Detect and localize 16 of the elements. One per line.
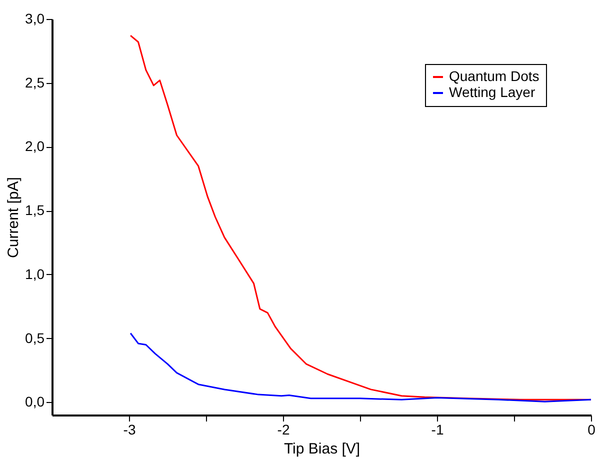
- x-axis-title: Tip Bias [V]: [284, 440, 360, 458]
- x-tick-label: -2: [277, 422, 290, 438]
- legend-label: Wetting Layer: [449, 84, 536, 100]
- y-tick-label: 0,5: [25, 330, 45, 346]
- x-tick-label: -1: [431, 422, 444, 438]
- y-tick-label: 2,0: [25, 138, 45, 154]
- x-tick-label: 0: [588, 422, 596, 438]
- y-tick-label: 1,5: [25, 202, 45, 218]
- y-tick-label: 2,5: [25, 74, 45, 90]
- legend-label: Quantum Dots: [449, 68, 540, 84]
- y-tick-label: 1,0: [25, 266, 45, 282]
- y-axis-title: Current [pA]: [5, 177, 22, 258]
- line-series: [130, 332, 592, 402]
- y-tick-label: 3,0: [25, 10, 45, 26]
- y-tick-label: 0,0: [25, 394, 45, 410]
- x-tick-label: -3: [123, 422, 136, 438]
